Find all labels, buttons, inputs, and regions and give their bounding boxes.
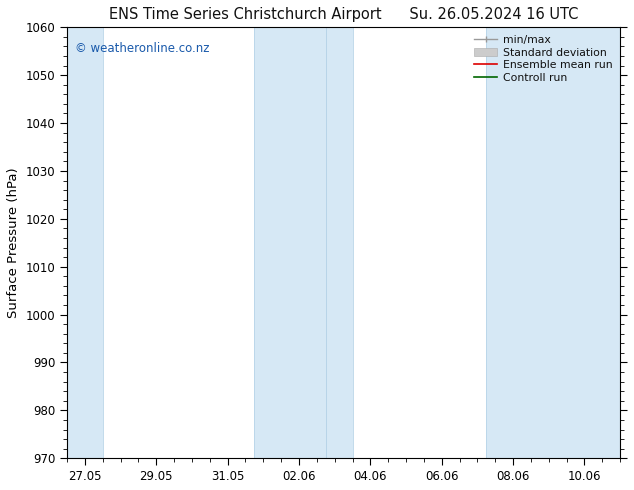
Bar xyxy=(326,27,353,458)
Bar xyxy=(67,27,103,458)
Y-axis label: Surface Pressure (hPa): Surface Pressure (hPa) xyxy=(7,168,20,318)
Text: © weatheronline.co.nz: © weatheronline.co.nz xyxy=(75,42,210,55)
Title: ENS Time Series Christchurch Airport      Su. 26.05.2024 16 UTC: ENS Time Series Christchurch Airport Su.… xyxy=(109,7,578,22)
Bar xyxy=(254,27,326,458)
Bar xyxy=(486,27,620,458)
Legend: min/max, Standard deviation, Ensemble mean run, Controll run: min/max, Standard deviation, Ensemble me… xyxy=(469,30,617,87)
